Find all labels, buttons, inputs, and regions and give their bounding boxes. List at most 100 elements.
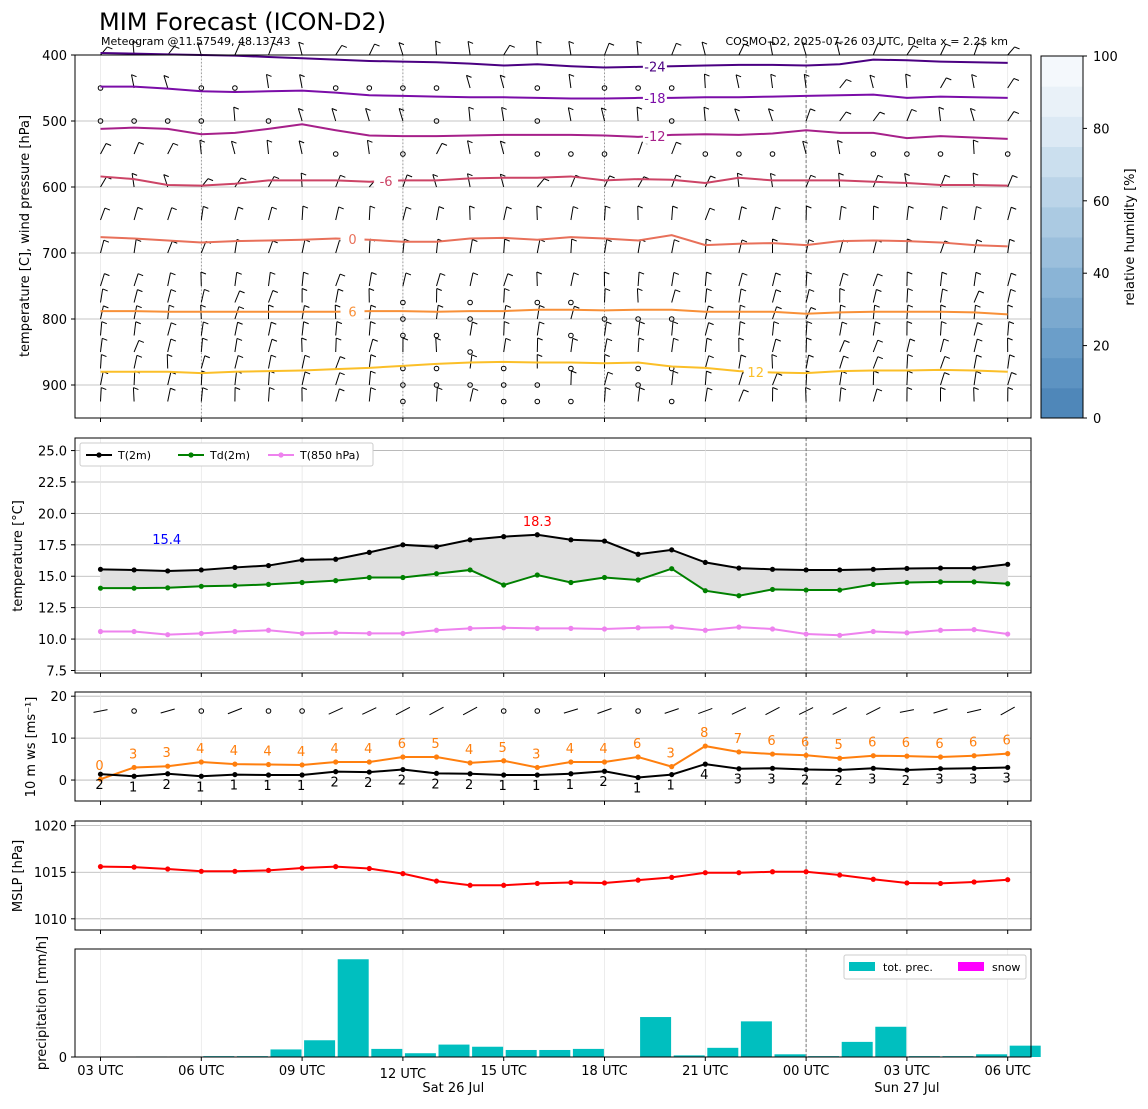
wind-barb-flag bbox=[1011, 372, 1016, 374]
wind-barb-flag bbox=[907, 322, 912, 324]
wind-barb-flag bbox=[945, 175, 950, 177]
colorbar-band bbox=[1041, 116, 1083, 147]
data-point bbox=[770, 766, 775, 771]
precip-bar bbox=[439, 1045, 470, 1057]
wind-barb bbox=[571, 239, 572, 253]
wind-barb bbox=[870, 75, 873, 88]
wind-barb bbox=[269, 322, 272, 335]
data-point bbox=[837, 587, 842, 592]
calm-wind-marker bbox=[569, 300, 574, 305]
wind-barb-flag bbox=[201, 272, 206, 274]
data-point bbox=[400, 542, 405, 547]
extreme-annotation: 18.3 bbox=[523, 515, 552, 530]
calm-wind-marker bbox=[636, 709, 641, 714]
wind-barb bbox=[739, 355, 741, 369]
y-tick-label: 1020 bbox=[34, 820, 67, 835]
data-point bbox=[199, 774, 204, 779]
wind-barb-flag bbox=[976, 207, 981, 209]
wind-barb-flag bbox=[637, 289, 642, 291]
colorbar-band bbox=[1041, 56, 1083, 87]
wind-barb-flag bbox=[137, 290, 142, 292]
wind-barb bbox=[739, 240, 742, 253]
data-point bbox=[199, 631, 204, 636]
calm-wind-marker bbox=[636, 366, 641, 371]
wind-value-label: 5 bbox=[431, 737, 439, 752]
wind-barb-flag bbox=[208, 179, 213, 181]
wind-barb-flag bbox=[809, 289, 814, 291]
wind-barb-flag bbox=[639, 338, 644, 340]
wind-barb bbox=[672, 290, 676, 303]
wind-barb-flag bbox=[876, 289, 881, 291]
wind-barb-flag bbox=[1012, 175, 1017, 177]
data-point bbox=[568, 537, 573, 542]
wind-barb bbox=[972, 75, 974, 88]
wind-barb bbox=[1008, 273, 1011, 286]
wind-barb-flag bbox=[267, 140, 272, 142]
data-point bbox=[501, 758, 506, 763]
wind-barb bbox=[235, 207, 238, 220]
wind-barb bbox=[101, 240, 104, 253]
wind-value-label: 1 bbox=[263, 779, 271, 794]
wind-barb bbox=[873, 389, 877, 402]
calm-wind-marker bbox=[669, 86, 674, 91]
data-point bbox=[199, 869, 204, 874]
wind-barb-flag bbox=[878, 274, 883, 276]
wind-barb bbox=[168, 208, 172, 220]
wind-barb bbox=[941, 78, 947, 88]
wind-barb-flag bbox=[544, 179, 549, 181]
data-point bbox=[871, 753, 876, 758]
legend-swatch bbox=[849, 962, 875, 971]
wind-barb-flag bbox=[436, 338, 441, 340]
data-point bbox=[736, 593, 741, 598]
wind-barb bbox=[437, 273, 441, 286]
wind-barb bbox=[134, 274, 138, 286]
wind-barb-flag bbox=[438, 305, 443, 307]
data-point bbox=[165, 764, 170, 769]
wind-value-label: 6 bbox=[868, 736, 876, 751]
data-point bbox=[904, 754, 909, 759]
wind-barb bbox=[336, 240, 340, 253]
calm-wind-marker bbox=[871, 152, 876, 157]
wind-barb bbox=[269, 272, 271, 286]
data-point bbox=[434, 878, 439, 883]
y-axis-label: precipitation [mm/h] bbox=[35, 936, 50, 1070]
wind-barb-flag bbox=[406, 273, 411, 275]
wind-barb bbox=[436, 338, 437, 352]
wind-barb bbox=[269, 290, 273, 302]
wind-barb-flag bbox=[1015, 47, 1020, 49]
data-point bbox=[938, 628, 943, 633]
wind-barb-flag bbox=[606, 322, 611, 324]
wind-barb bbox=[974, 272, 976, 286]
wind-barb bbox=[873, 289, 876, 302]
wind-barb bbox=[840, 340, 845, 352]
wind-barb bbox=[873, 112, 880, 121]
wind-barb-flag bbox=[707, 388, 712, 390]
wind-barb bbox=[164, 76, 168, 88]
wind-barb-flag bbox=[574, 273, 579, 275]
wind-barb-flag bbox=[304, 272, 309, 274]
wind-barb-flag bbox=[103, 306, 108, 308]
wind-barb bbox=[773, 339, 776, 352]
wind-barb-flag bbox=[234, 107, 239, 109]
wind-barb bbox=[399, 108, 403, 121]
y-tick-label: 700 bbox=[42, 247, 67, 262]
calm-wind-marker bbox=[132, 709, 137, 714]
data-point bbox=[703, 628, 708, 633]
y-tick-label: 500 bbox=[42, 115, 67, 130]
wind-barb-flag bbox=[237, 272, 242, 274]
wind-barb-flag bbox=[807, 322, 812, 324]
data-point bbox=[837, 872, 842, 877]
wind-barb bbox=[1008, 112, 1014, 121]
wind-barb bbox=[1008, 78, 1014, 88]
wind-barb bbox=[907, 339, 910, 352]
wind-barb-flag bbox=[742, 273, 747, 275]
y-tick-label: 0 bbox=[59, 774, 67, 789]
wind-barb-flag bbox=[1010, 355, 1015, 357]
data-point bbox=[468, 567, 473, 572]
data-point bbox=[568, 626, 573, 631]
wind-barb-flag bbox=[637, 41, 642, 43]
wind-barb-flag bbox=[472, 355, 477, 357]
wind-barb-flag bbox=[339, 207, 344, 209]
data-point bbox=[804, 767, 809, 772]
